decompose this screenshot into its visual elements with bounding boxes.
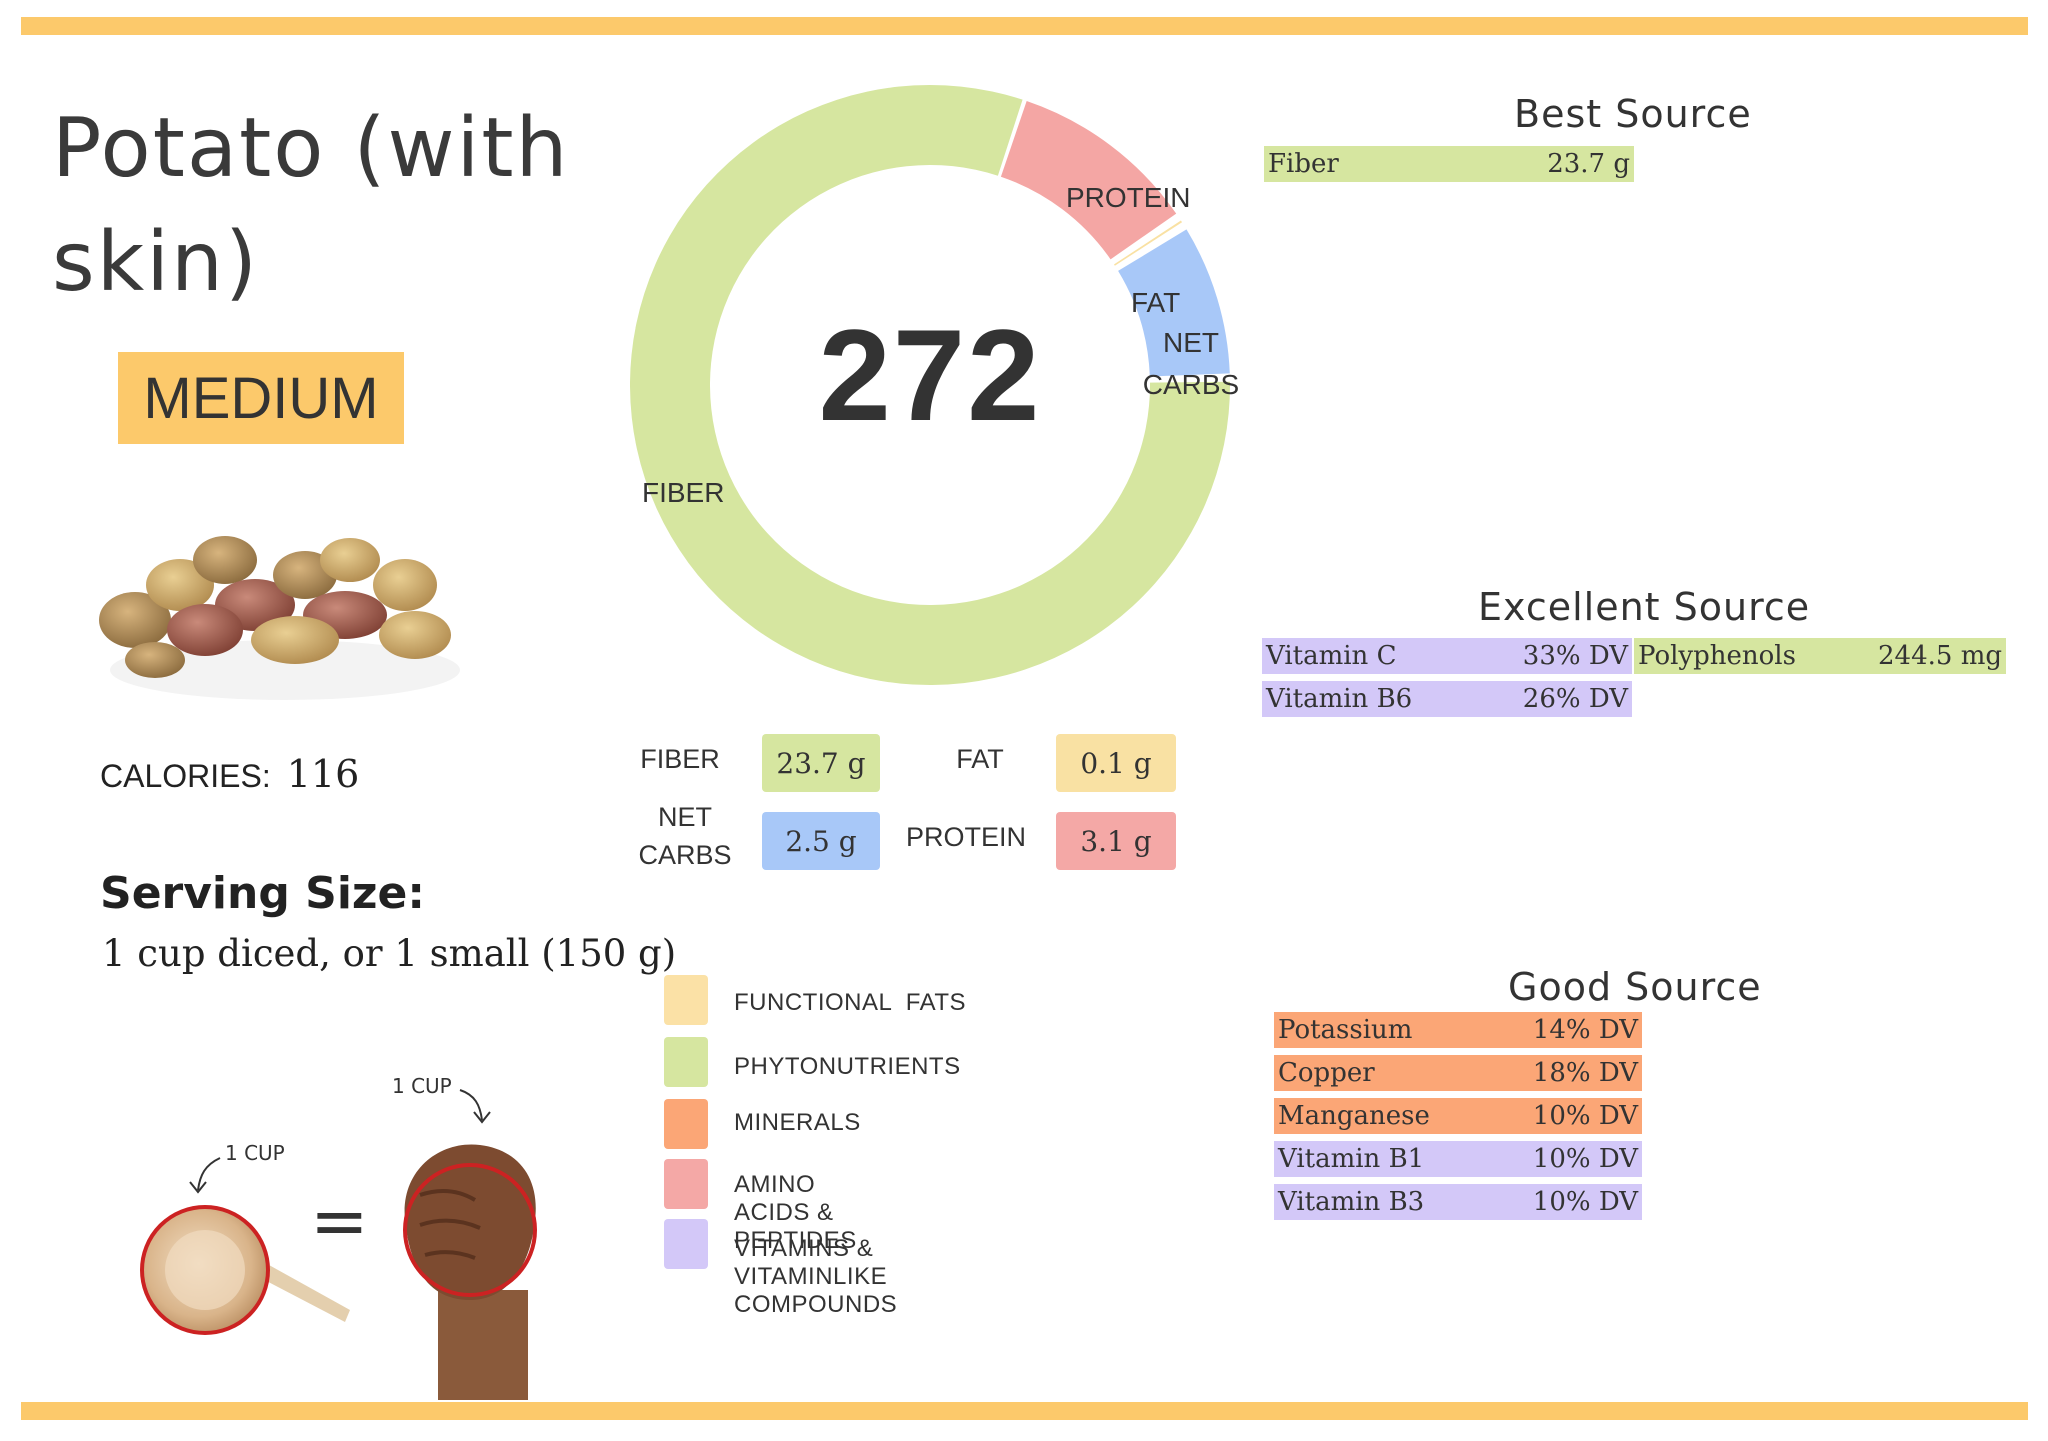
best-source-row-fiber: Fiber 23.7 g [1264, 146, 1634, 182]
donut-label-protein: PROTEIN [1066, 182, 1191, 213]
serving-size-value: 1 cup diced, or 1 small (150 g) [102, 932, 677, 975]
donut-label-net-carbs: NET CARBS [1142, 327, 1240, 400]
legend-swatch-amino-acids [664, 1159, 708, 1209]
good-source-row-vitamin-b1: Vitamin B1 10% DV [1274, 1141, 1642, 1177]
donut-label-fat: FAT [1131, 287, 1181, 318]
potato-image [99, 536, 460, 700]
nutrient-name: Fiber [1268, 149, 1339, 179]
calories-value: 116 [286, 752, 360, 796]
macro-value-fat: 0.1 g [1056, 734, 1176, 792]
good-source-row-potassium: Potassium 14% DV [1274, 1012, 1642, 1048]
donut-label-fiber: FIBER [642, 477, 725, 508]
macro-value-protein: 3.1 g [1056, 812, 1176, 870]
nutrient-value: 23.7 g [1547, 149, 1630, 179]
donut-slice-fat [1114, 220, 1183, 266]
calories: CALORIES: 116 [100, 752, 359, 796]
donut-slice-net-carbs [1118, 229, 1230, 377]
macro-label-fiber: FIBER [640, 744, 720, 774]
legend-swatch-phytonutrients [664, 1037, 708, 1087]
arrow-left-icon [197, 1157, 221, 1191]
bottom-border-bar [21, 1402, 2028, 1420]
cup-label-right: 1 CUP [392, 1074, 452, 1098]
rating-badge: MEDIUM [118, 352, 404, 444]
top-border-bar [21, 17, 2028, 35]
equals-sign: = [310, 1180, 369, 1262]
arrow-right-icon [459, 1089, 483, 1121]
macro-label-protein: PROTEIN [905, 822, 1026, 852]
serving-illustration: 1 CUP = 1 CUP [140, 1074, 537, 1400]
calories-label: CALORIES: [100, 758, 271, 794]
fist-icon [403, 1144, 537, 1400]
macro-label-fat: FAT [956, 744, 1004, 774]
legend-label-amino-acids: AMINO ACIDS & PEPTIDES [734, 1171, 857, 1254]
macro-value-fiber: 23.7 g [762, 734, 880, 792]
cup-label-left: 1 CUP [225, 1141, 285, 1165]
excellent-source-heading: Excellent Source [1478, 585, 1811, 629]
legend-swatch-minerals [664, 1099, 708, 1149]
macro-donut-chart [629, 84, 1230, 686]
legend-swatch-vitamins [664, 1219, 708, 1269]
measuring-cup-icon [140, 1205, 350, 1335]
excellent-source-row-polyphenols: Polyphenols 244.5 mg [1634, 638, 2006, 674]
legend-swatch-functional-fats [664, 975, 708, 1025]
good-source-row-vitamin-b3: Vitamin B3 10% DV [1274, 1184, 1642, 1220]
macro-label-net-carbs: NET CARBS [638, 802, 732, 870]
donut-slice-protein [1000, 101, 1177, 260]
food-title: Potato (with skin) [52, 101, 570, 310]
legend-label-phytonutrients: PHYTONUTRIENTS [734, 1053, 961, 1080]
serving-size-label: Serving Size: [100, 868, 425, 919]
good-source-row-copper: Copper 18% DV [1274, 1055, 1642, 1091]
good-source-heading: Good Source [1508, 965, 1762, 1009]
legend-label-vitamins: VITAMINS & VITAMINLIKE COMPOUNDS [734, 1235, 898, 1318]
legend-label-minerals: MINERALS [734, 1109, 861, 1136]
donut-center-value: 272 [818, 302, 1042, 448]
excellent-source-row-vitamin-b6: Vitamin B6 26% DV [1262, 681, 1632, 717]
macro-value-net-carbs: 2.5 g [762, 812, 880, 870]
excellent-source-row-vitamin-c: Vitamin C 33% DV [1262, 638, 1632, 674]
good-source-row-manganese: Manganese 10% DV [1274, 1098, 1642, 1134]
legend-label-functional-fats: FUNCTIONAL FATS [734, 989, 967, 1016]
